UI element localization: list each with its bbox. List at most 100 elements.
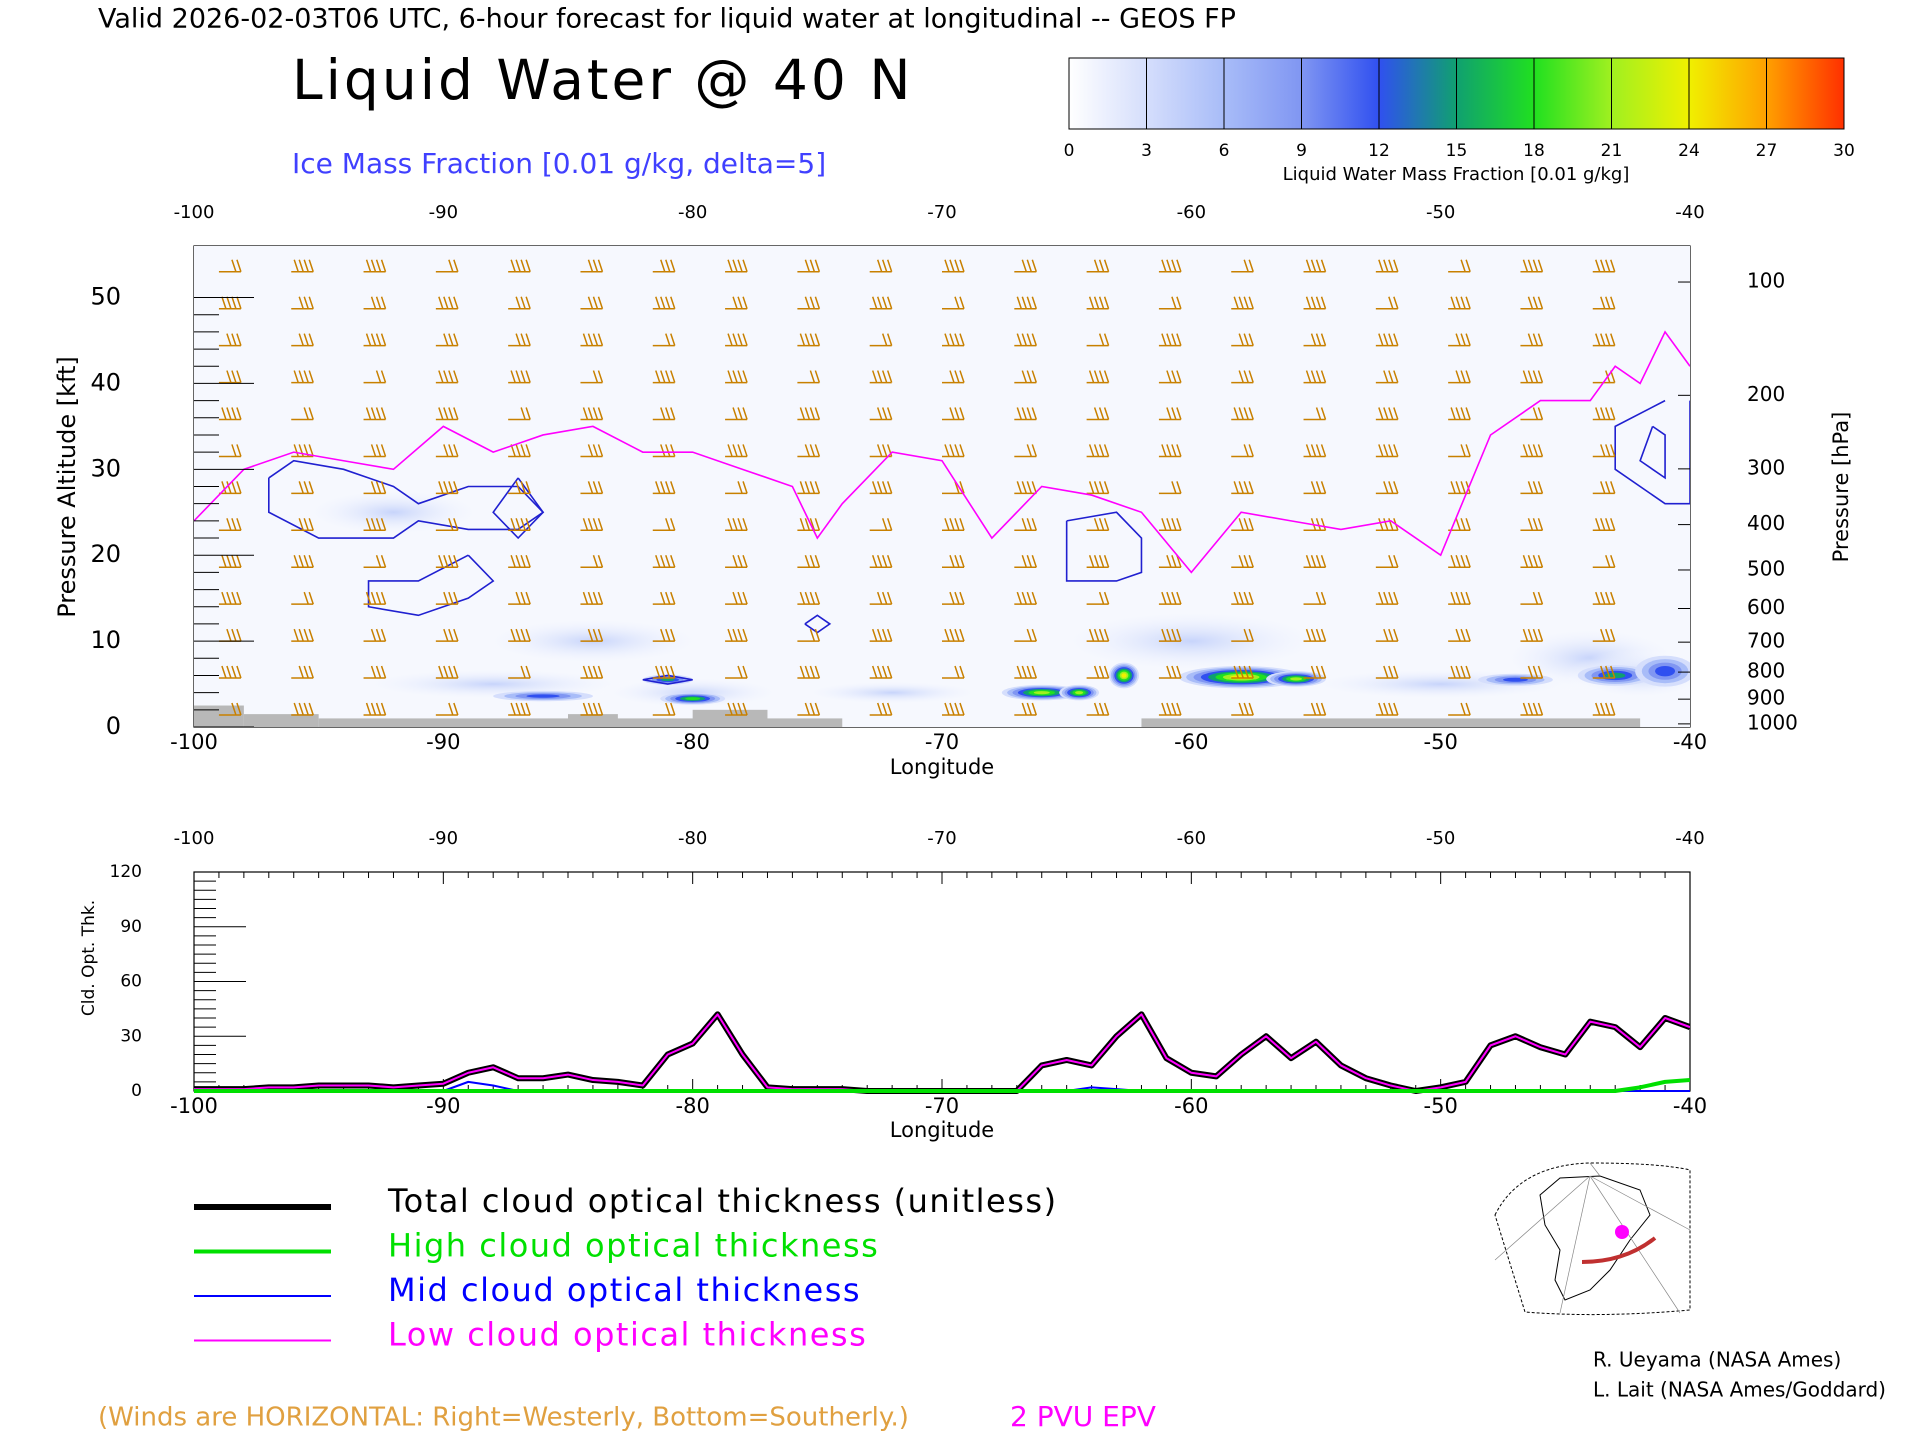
y-axis-label: Pressure Altitude [kft] [53, 356, 81, 618]
x-tick-label: -50 [1424, 1094, 1458, 1118]
wind-barb [1014, 702, 1038, 716]
x-tick-label: -60 [1174, 1094, 1208, 1118]
x-tick-label: -80 [676, 730, 710, 754]
wind-barb [1375, 481, 1399, 495]
x-tick-label-top: -100 [174, 202, 215, 223]
wind-barb [580, 518, 604, 532]
wind-barb [652, 518, 676, 532]
wind-barb [218, 259, 242, 273]
ice-contour [1614, 399, 1690, 505]
wind-barb [797, 702, 821, 716]
wind-barb [652, 628, 676, 642]
wind-barb [435, 333, 459, 347]
wind-barb [725, 333, 748, 347]
wind-barb [1158, 555, 1182, 568]
wind-barb [1448, 555, 1471, 568]
colorbar-tick-label: 24 [1678, 141, 1700, 161]
wind-barb [218, 702, 242, 716]
terrain [243, 714, 319, 727]
epv-line [194, 330, 1690, 574]
y-tick-label: 90 [120, 917, 142, 937]
x-tick-label: -50 [1424, 730, 1458, 754]
wind-barb [1375, 665, 1399, 679]
wind-barb [508, 702, 531, 716]
colorbar-tick-label: 18 [1523, 141, 1545, 161]
legend-label: Low cloud optical thickness [388, 1316, 867, 1354]
wind-barb [218, 591, 242, 605]
x-tick-label: -100 [170, 730, 218, 754]
wind-barb [435, 555, 459, 568]
chart-title: Liquid Water @ 40 N [292, 48, 914, 112]
wind-barb [942, 591, 965, 605]
colorbar-cell [1611, 57, 1690, 130]
wind-barb [435, 296, 459, 310]
wind-barb [1303, 555, 1327, 568]
liquid-water-patch [1655, 666, 1676, 677]
wind-barb [869, 518, 893, 532]
wind-barb [1014, 665, 1038, 679]
wind-barb [1158, 702, 1182, 716]
wind-barb [508, 407, 531, 421]
wind-barb [942, 555, 965, 568]
wind-barb [1520, 481, 1544, 495]
y2-axis-label: Pressure [hPa] [1829, 412, 1853, 563]
wind-barb [218, 444, 242, 458]
wind-barb [1303, 259, 1327, 273]
wind-barb [869, 370, 893, 384]
wind-barb [291, 702, 314, 716]
wind-barb [725, 702, 748, 716]
wind-barb [1303, 370, 1327, 384]
x-tick-label: -70 [925, 1094, 959, 1118]
wind-barb [869, 628, 893, 642]
wind-barb [435, 665, 459, 679]
wind-barb [1303, 518, 1327, 532]
wind-barb [1448, 518, 1471, 532]
wind-barb [1592, 518, 1616, 532]
wind-barb [1231, 702, 1254, 716]
x-tick-label-top: -50 [1426, 828, 1455, 849]
liquid-water-haze [1041, 606, 1341, 676]
wind-barb [1520, 518, 1544, 532]
wind-barb [1231, 296, 1254, 310]
wind-barb [363, 591, 387, 605]
terrain [767, 718, 843, 727]
wind-barb [1592, 702, 1616, 716]
wind-barb [1014, 628, 1038, 642]
wind-barb [1375, 333, 1399, 347]
wind-barb [725, 259, 748, 273]
x-tick-label-top: -80 [678, 828, 707, 849]
colorbar-tick-label: 15 [1446, 141, 1468, 161]
wind-barb [1448, 333, 1471, 347]
wind-barb [869, 259, 893, 273]
wind-barb [1303, 665, 1327, 679]
wind-barb [1520, 370, 1544, 384]
colorbar-tick-label: 30 [1833, 141, 1855, 161]
wind-barb [1158, 296, 1182, 310]
wind-barb [508, 591, 531, 605]
wind-barb [580, 259, 604, 273]
wind-barb [1448, 628, 1471, 642]
wind-barb [1158, 333, 1182, 347]
wind-barb [508, 370, 531, 384]
wind-barb [291, 628, 314, 642]
wind-barb [435, 407, 459, 421]
wind-barb [1375, 444, 1399, 458]
wind-barb [652, 665, 676, 679]
y-tick-label: 20 [90, 540, 121, 568]
wind-barb [652, 259, 676, 273]
wind-barb [1592, 407, 1616, 421]
x-tick-label: -100 [170, 1094, 218, 1118]
wind-barb [291, 555, 314, 568]
wind-barb [580, 628, 604, 642]
wind-barb [1448, 259, 1471, 273]
wind-barb [1448, 702, 1471, 716]
wind-barb [218, 518, 242, 532]
wind-barb [725, 444, 748, 458]
wind-barb [1014, 259, 1038, 273]
wind-barb [869, 665, 893, 679]
wind-barb [1014, 407, 1038, 421]
wind-barb [1592, 259, 1616, 273]
wind-barb [1520, 444, 1544, 458]
wind-barb [1375, 555, 1399, 568]
